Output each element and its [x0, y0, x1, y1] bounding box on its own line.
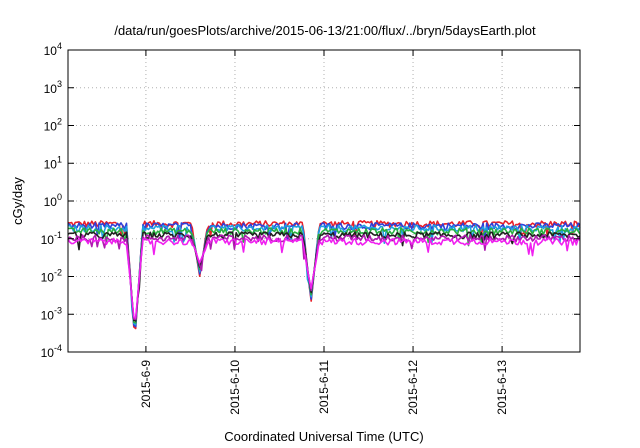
y-tick-label: 102	[44, 117, 62, 134]
y-tick-label: 104	[44, 41, 62, 58]
y-tick-label: 101	[44, 154, 62, 171]
chart-title: /data/run/goesPlots/archive/2015-06-13/2…	[114, 23, 536, 38]
series-line	[68, 224, 581, 326]
x-tick-label: 2015-6-12	[406, 360, 420, 415]
y-axis-label: cGy/day	[10, 177, 25, 225]
series-line	[67, 220, 581, 330]
x-axis-label: Coordinated Universal Time (UTC)	[224, 429, 423, 444]
x-axis: 2015-6-9 2015-6-10 2015-6-11 2015-6-12 2015-…	[139, 50, 509, 415]
y-tick-label: 103	[44, 79, 62, 96]
y-tick-label: 10-3	[41, 305, 62, 322]
y-tick-label: 10-2	[41, 268, 62, 285]
y-tick-label: 10-4	[41, 343, 62, 360]
y-tick-label: 10-1	[41, 230, 62, 247]
series-line	[67, 237, 581, 319]
x-tick-label: 2015-6-10	[228, 360, 242, 415]
x-tick-label: 2015-6-13	[495, 360, 509, 415]
series-line	[68, 227, 581, 324]
series-line	[67, 231, 581, 322]
series-line	[67, 234, 581, 321]
y-tick-label: 100	[44, 192, 62, 209]
x-tick-label: 2015-6-11	[317, 360, 331, 414]
y-axis: 10-4 10-3 10-2 10-1 100 101 102 103 104	[41, 41, 580, 360]
grid-layer	[68, 49, 580, 353]
series-layer	[67, 220, 581, 330]
x-tick-label: 2015-6-9	[139, 360, 153, 408]
